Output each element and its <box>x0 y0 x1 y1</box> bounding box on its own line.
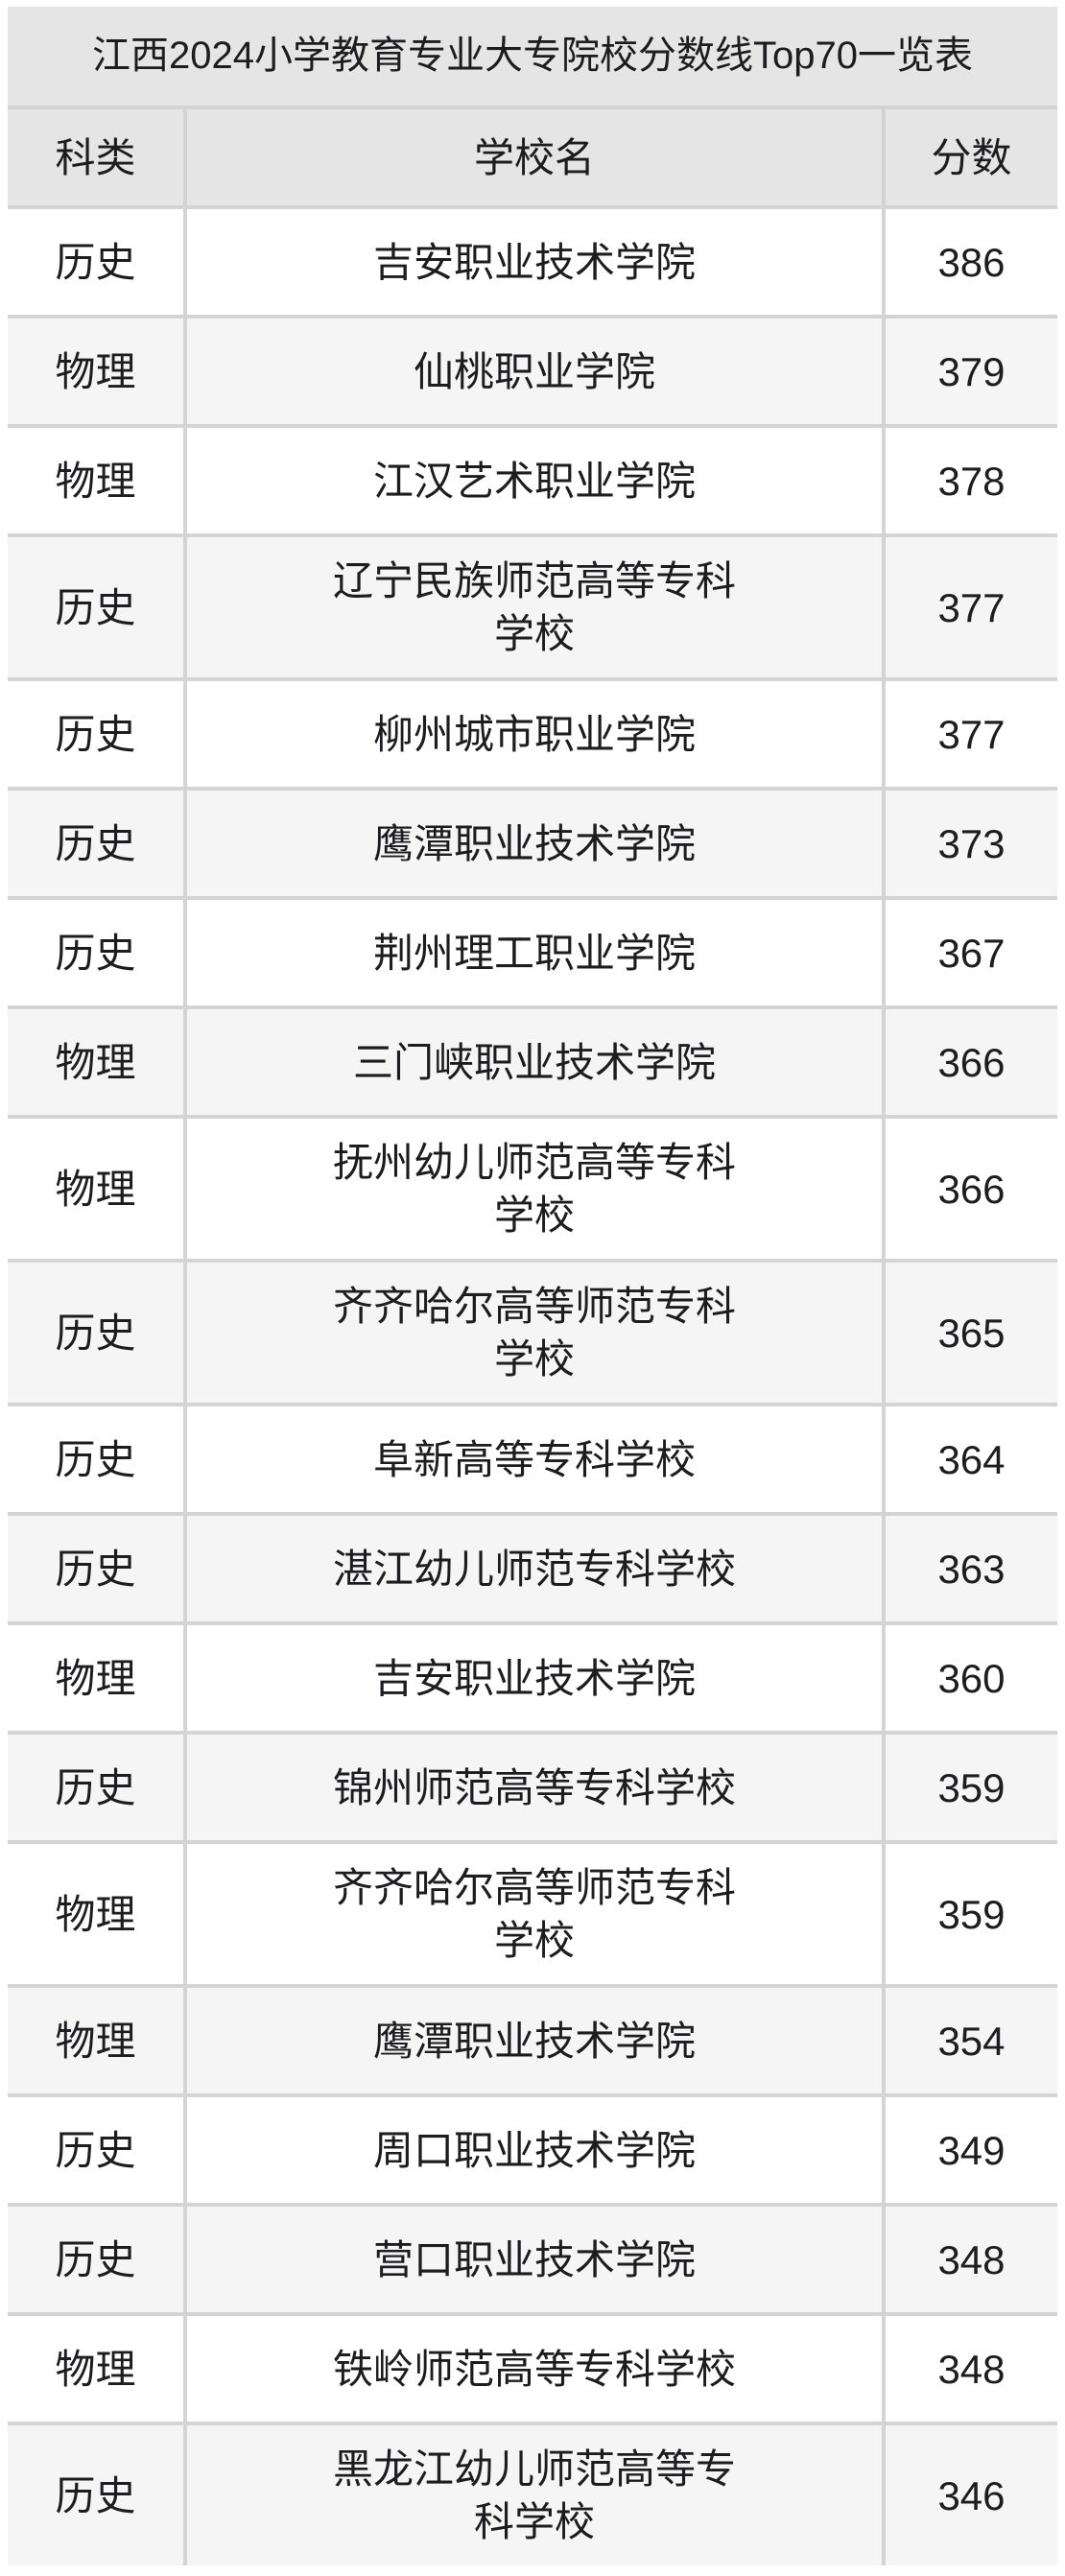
category-cell: 历史 <box>8 537 183 677</box>
category-cell: 物理 <box>8 319 183 424</box>
school-cell: 江汉艺术职业学院 <box>187 428 882 533</box>
score-cell: 365 <box>886 1263 1057 1403</box>
score-cell: 379 <box>886 319 1057 424</box>
category-cell: 历史 <box>8 1516 183 1621</box>
category-cell: 物理 <box>8 1009 183 1115</box>
column-header-score: 分数 <box>886 109 1057 205</box>
school-cell: 吉安职业技术学院 <box>187 209 882 315</box>
score-cell: 366 <box>886 1009 1057 1115</box>
category-cell: 物理 <box>8 1119 183 1259</box>
school-cell: 营口职业技术学院 <box>187 2207 882 2312</box>
category-cell: 历史 <box>8 791 183 896</box>
category-cell: 历史 <box>8 2097 183 2203</box>
score-cell: 386 <box>886 209 1057 315</box>
score-cell: 363 <box>886 1516 1057 1621</box>
score-cell: 367 <box>886 900 1057 1005</box>
school-cell: 三门峡职业技术学院 <box>187 1009 882 1115</box>
school-cell: 柳州城市职业学院 <box>187 681 882 787</box>
school-cell: 辽宁民族师范高等专科学校 <box>187 537 882 677</box>
school-cell: 铁岭师范高等专科学校 <box>187 2316 882 2422</box>
school-cell: 鹰潭职业技术学院 <box>187 791 882 896</box>
category-cell: 历史 <box>8 1406 183 1512</box>
category-cell: 历史 <box>8 1263 183 1403</box>
category-cell: 历史 <box>8 900 183 1005</box>
category-cell: 物理 <box>8 1625 183 1731</box>
score-cell: 377 <box>886 681 1057 787</box>
score-cell: 366 <box>886 1119 1057 1259</box>
school-cell: 抚州幼儿师范高等专科学校 <box>187 1119 882 1259</box>
score-cell: 360 <box>886 1625 1057 1731</box>
score-cell: 349 <box>886 2097 1057 2203</box>
category-cell: 物理 <box>8 1988 183 2093</box>
score-cell: 373 <box>886 791 1057 896</box>
score-cell: 348 <box>886 2316 1057 2422</box>
score-cell: 377 <box>886 537 1057 677</box>
school-cell: 齐齐哈尔高等师范专科学校 <box>187 1844 882 1984</box>
score-cell: 364 <box>886 1406 1057 1512</box>
category-cell: 历史 <box>8 209 183 315</box>
score-cell: 354 <box>886 1988 1057 2093</box>
school-cell: 周口职业技术学院 <box>187 2097 882 2203</box>
column-header-category: 科类 <box>8 109 183 205</box>
score-cell: 359 <box>886 1844 1057 1984</box>
school-cell: 湛江幼儿师范专科学校 <box>187 1516 882 1621</box>
category-cell: 历史 <box>8 681 183 787</box>
score-cell: 378 <box>886 428 1057 533</box>
school-cell: 阜新高等专科学校 <box>187 1406 882 1512</box>
school-cell: 锦州师范高等专科学校 <box>187 1735 882 1840</box>
score-cell: 359 <box>886 1735 1057 1840</box>
column-header-school: 学校名 <box>187 109 882 205</box>
category-cell: 历史 <box>8 2425 183 2565</box>
category-cell: 历史 <box>8 2207 183 2312</box>
category-cell: 物理 <box>8 2316 183 2422</box>
school-cell: 黑龙江幼儿师范高等专科学校 <box>187 2425 882 2565</box>
category-cell: 物理 <box>8 428 183 533</box>
category-cell: 物理 <box>8 1844 183 1984</box>
table-title: 江西2024小学教育专业大专院校分数线Top70一览表 <box>8 7 1057 106</box>
score-table: 江西2024小学教育专业大专院校分数线Top70一览表 科类 学校名 分数 历史… <box>8 7 1057 2565</box>
school-cell: 鹰潭职业技术学院 <box>187 1988 882 2093</box>
school-cell: 仙桃职业学院 <box>187 319 882 424</box>
score-cell: 348 <box>886 2207 1057 2312</box>
school-cell: 吉安职业技术学院 <box>187 1625 882 1731</box>
school-cell: 荆州理工职业学院 <box>187 900 882 1005</box>
category-cell: 历史 <box>8 1735 183 1840</box>
school-cell: 齐齐哈尔高等师范专科学校 <box>187 1263 882 1403</box>
score-cell: 346 <box>886 2425 1057 2565</box>
